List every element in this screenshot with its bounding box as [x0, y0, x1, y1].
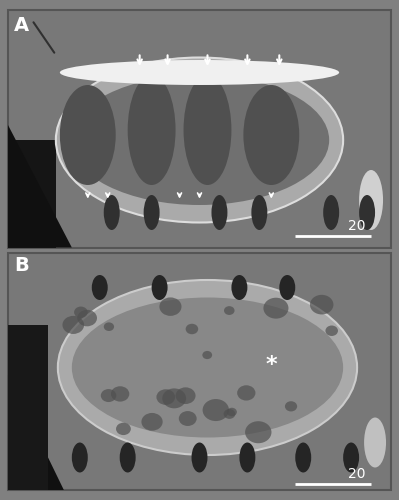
Ellipse shape — [186, 324, 198, 334]
Text: 20: 20 — [348, 218, 365, 232]
Ellipse shape — [144, 195, 160, 230]
Ellipse shape — [323, 195, 339, 230]
FancyBboxPatch shape — [8, 252, 391, 490]
Ellipse shape — [310, 295, 334, 314]
Ellipse shape — [111, 386, 129, 402]
Ellipse shape — [162, 388, 186, 408]
Ellipse shape — [176, 388, 196, 404]
Ellipse shape — [295, 442, 311, 472]
Ellipse shape — [116, 422, 131, 435]
Ellipse shape — [60, 85, 116, 185]
Ellipse shape — [72, 298, 343, 438]
Text: A: A — [14, 16, 29, 35]
Ellipse shape — [56, 58, 343, 222]
Ellipse shape — [70, 75, 329, 205]
Ellipse shape — [152, 275, 168, 300]
Ellipse shape — [104, 195, 120, 230]
Ellipse shape — [326, 326, 338, 336]
Ellipse shape — [239, 442, 255, 472]
Ellipse shape — [62, 316, 84, 334]
Ellipse shape — [120, 442, 136, 472]
Text: 20: 20 — [348, 467, 365, 481]
Ellipse shape — [203, 399, 229, 421]
Ellipse shape — [156, 390, 175, 405]
Polygon shape — [8, 125, 72, 248]
Ellipse shape — [245, 421, 271, 443]
Ellipse shape — [202, 351, 212, 359]
Ellipse shape — [92, 275, 108, 300]
Polygon shape — [8, 375, 64, 490]
Ellipse shape — [141, 413, 163, 430]
Ellipse shape — [224, 306, 235, 315]
Ellipse shape — [227, 408, 237, 416]
Text: B: B — [14, 256, 29, 275]
Ellipse shape — [343, 442, 359, 472]
Ellipse shape — [192, 442, 207, 472]
Ellipse shape — [60, 60, 339, 85]
Ellipse shape — [72, 442, 88, 472]
Ellipse shape — [77, 310, 97, 326]
Ellipse shape — [359, 195, 375, 230]
Ellipse shape — [223, 409, 235, 419]
Polygon shape — [8, 140, 56, 248]
Ellipse shape — [263, 298, 288, 318]
Ellipse shape — [159, 298, 182, 316]
Ellipse shape — [237, 386, 255, 400]
Ellipse shape — [128, 75, 176, 185]
Ellipse shape — [359, 170, 383, 230]
Ellipse shape — [104, 322, 114, 331]
Ellipse shape — [179, 411, 197, 426]
Text: *: * — [265, 355, 277, 375]
Ellipse shape — [58, 280, 357, 455]
Polygon shape — [8, 325, 48, 490]
Ellipse shape — [74, 306, 88, 318]
Ellipse shape — [251, 195, 267, 230]
Ellipse shape — [231, 275, 247, 300]
Ellipse shape — [243, 85, 299, 185]
Ellipse shape — [285, 401, 297, 411]
Ellipse shape — [211, 195, 227, 230]
FancyBboxPatch shape — [8, 10, 391, 248]
Ellipse shape — [279, 275, 295, 300]
Ellipse shape — [364, 418, 386, 468]
Ellipse shape — [184, 75, 231, 185]
Ellipse shape — [101, 389, 117, 402]
